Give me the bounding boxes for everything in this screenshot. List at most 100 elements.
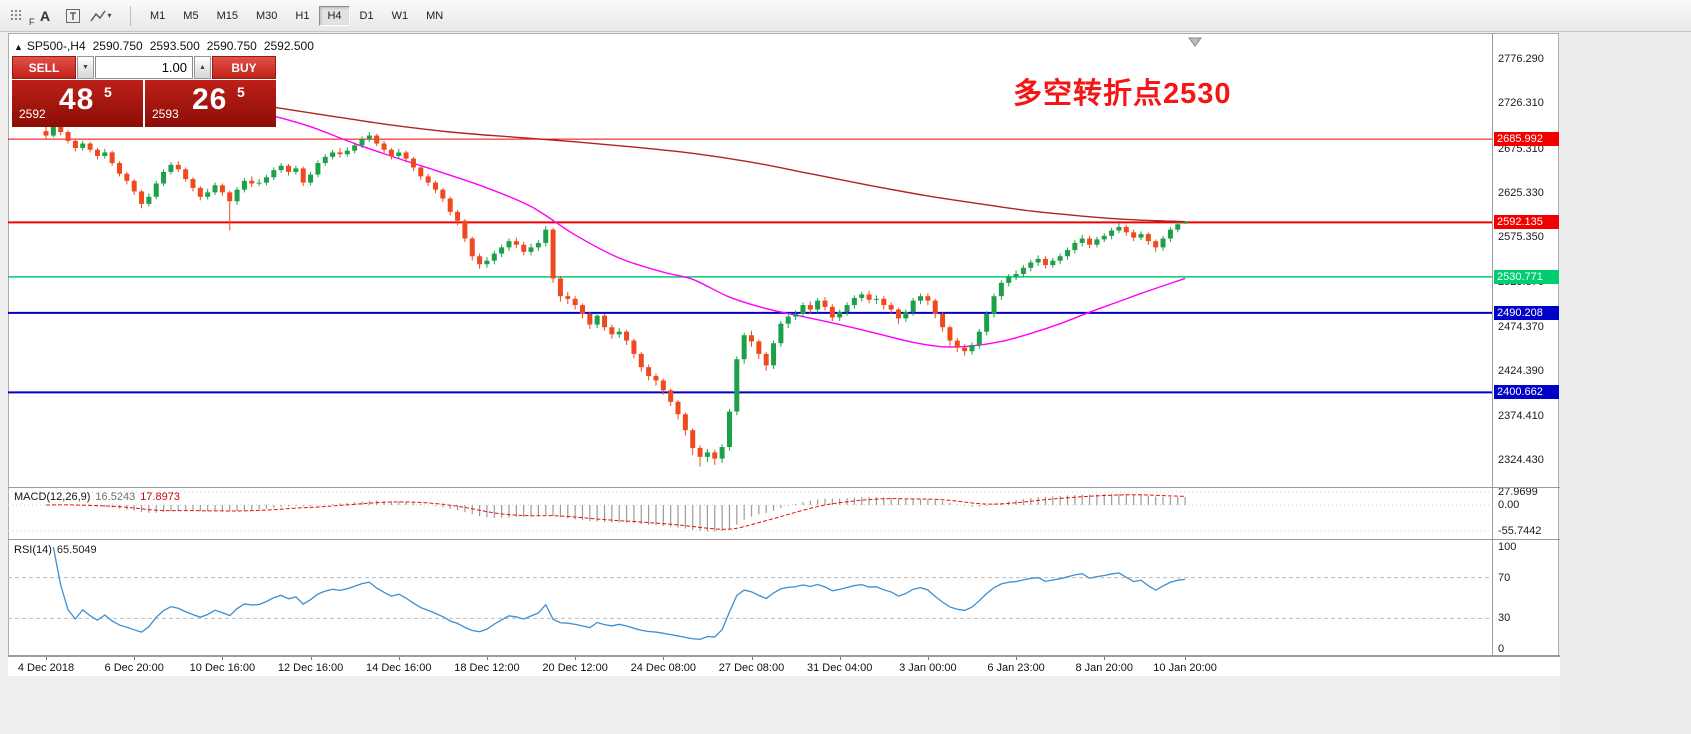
candle-body xyxy=(734,359,740,412)
candle-body xyxy=(315,163,321,175)
rsi-pane[interactable] xyxy=(8,541,1492,655)
candle-body xyxy=(668,390,674,402)
time-axis-tick xyxy=(575,657,577,660)
textbox-tool-icon[interactable] xyxy=(60,4,86,28)
macd-value-main: 16.5243 xyxy=(95,491,136,503)
candle-body xyxy=(131,180,137,192)
candle-body xyxy=(374,135,380,144)
tick-direction-icon: ▲ xyxy=(14,42,23,52)
candle-body xyxy=(124,173,130,181)
time-axis-label: 12 Dec 16:00 xyxy=(277,662,344,674)
time-axis-tick xyxy=(222,657,224,660)
candle-body xyxy=(969,345,975,352)
candle-body xyxy=(1079,238,1085,243)
timeframe-mn-button[interactable]: MN xyxy=(418,6,451,26)
chart-shift-marker-icon[interactable] xyxy=(1188,37,1202,47)
timeframe-m1-button[interactable]: M1 xyxy=(142,6,173,26)
volume-input[interactable] xyxy=(95,56,193,79)
sell-price-pip: 5 xyxy=(104,84,112,100)
text-tool-icon[interactable]: A xyxy=(39,7,51,24)
candle-body xyxy=(72,140,78,148)
pane-separator[interactable] xyxy=(8,487,1560,488)
chart-window xyxy=(8,33,1559,676)
price-axis-label: 2374.410 xyxy=(1498,409,1544,422)
candle-body xyxy=(815,300,821,310)
candle-body xyxy=(190,179,196,188)
time-axis-label: 31 Dec 04:00 xyxy=(806,662,873,674)
sell-button[interactable]: SELL xyxy=(12,56,76,79)
candle-body xyxy=(43,131,49,136)
sell-price-panel[interactable]: 2592 48 5 xyxy=(12,80,143,127)
time-axis-tick xyxy=(927,657,929,660)
buy-price-panel[interactable]: 2593 26 5 xyxy=(145,80,276,127)
timeframe-m5-button[interactable]: M5 xyxy=(175,6,206,26)
volume-decrease-button[interactable]: ▼ xyxy=(77,56,94,79)
time-axis-tick xyxy=(839,657,841,660)
price-chart[interactable] xyxy=(8,35,1492,487)
buy-button[interactable]: BUY xyxy=(212,56,276,79)
chart-annotation-text: 多空转折点2530 xyxy=(1013,78,1232,110)
candle-body xyxy=(984,313,990,332)
time-axis-label: 27 Dec 08:00 xyxy=(718,662,785,674)
candle-body xyxy=(116,163,122,174)
drawing-tools-icon[interactable]: ▾ xyxy=(88,4,114,28)
candle-body xyxy=(1087,238,1093,245)
workspace-empty-area xyxy=(1560,33,1691,734)
candle-body xyxy=(609,327,615,335)
toolbar-separator xyxy=(130,5,131,26)
candle-body xyxy=(227,192,233,202)
candle-body xyxy=(851,297,857,306)
timeframe-m30-button[interactable]: M30 xyxy=(248,6,285,26)
timeframe-m15-button[interactable]: M15 xyxy=(209,6,246,26)
macd-pane[interactable] xyxy=(8,489,1492,539)
candle-body xyxy=(1101,235,1107,240)
candle-body xyxy=(866,294,872,300)
candle-body xyxy=(139,191,145,204)
time-axis[interactable]: 4 Dec 2018 6 Dec 20:00 10 Dec 16:00 12 Dec … xyxy=(8,656,1560,676)
candle-body xyxy=(712,452,718,459)
ma-slow-darkred xyxy=(273,106,1186,223)
pane-separator[interactable] xyxy=(8,539,1560,540)
candle-body xyxy=(381,143,387,150)
candle-body xyxy=(359,139,365,146)
grip-handle-icon[interactable] xyxy=(4,4,30,28)
candle-body xyxy=(1072,242,1078,251)
candle-body xyxy=(1131,232,1137,238)
candle-body xyxy=(219,185,225,193)
timeframe-d1-button[interactable]: D1 xyxy=(352,6,382,26)
candle-body xyxy=(903,312,909,319)
candle-body xyxy=(337,152,343,155)
timeframe-h4-button[interactable]: H4 xyxy=(319,5,350,26)
candle-body xyxy=(58,126,64,133)
chart-ohlc-header: ▲ SP500-,H4 2590.750 2593.500 2590.750 2592.5… xyxy=(14,39,321,53)
candle-body xyxy=(998,282,1004,297)
sell-price-prefix: 2592 xyxy=(19,107,46,121)
rsi-axis-label: 70 xyxy=(1498,571,1511,584)
candle-body xyxy=(175,164,181,170)
timeframe-w1-button[interactable]: W1 xyxy=(384,6,417,26)
price-axis[interactable]: 2776.290 2726.310 2675.310 2625.330 2575.350… xyxy=(1493,33,1560,676)
candle-body xyxy=(719,447,725,459)
candle-body xyxy=(962,347,968,352)
open-value: 2590.750 xyxy=(92,39,143,53)
candle-body xyxy=(1138,234,1144,238)
candle-body xyxy=(286,165,292,172)
candle-body xyxy=(469,238,475,257)
f-hint-label: F xyxy=(29,17,35,27)
candle-body xyxy=(94,149,100,156)
candle-body xyxy=(1065,250,1071,257)
candle-body xyxy=(800,305,806,314)
candle-body xyxy=(183,169,189,180)
candle-body xyxy=(528,247,534,252)
rsi-axis-label: 100 xyxy=(1498,541,1517,553)
time-axis-tick xyxy=(46,657,47,660)
volume-incre ase-button[interactable]: ▲ xyxy=(194,56,211,79)
candle-body xyxy=(455,211,461,221)
candle-body xyxy=(263,177,269,183)
candle-body xyxy=(793,313,799,317)
candle-body xyxy=(80,143,86,148)
candle-body xyxy=(65,132,71,141)
timeframe-h1-button[interactable]: H1 xyxy=(287,6,317,26)
candle-body xyxy=(447,198,453,212)
candle-body xyxy=(462,220,468,239)
